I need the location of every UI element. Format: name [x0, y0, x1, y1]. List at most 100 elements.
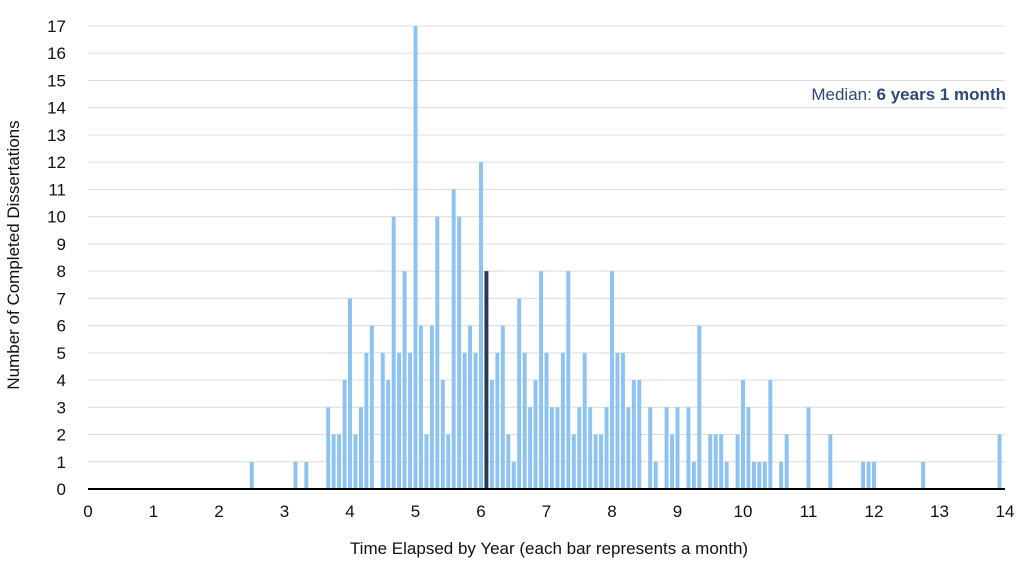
histogram-bar — [539, 271, 544, 489]
y-tick-label: 12 — [47, 153, 66, 172]
histogram-bar — [413, 26, 418, 489]
histogram-bar — [828, 434, 833, 489]
histogram-bar — [408, 352, 413, 489]
y-tick-label: 3 — [57, 398, 66, 417]
y-tick-label: 4 — [57, 371, 66, 390]
histogram-bar — [391, 216, 396, 489]
histogram-bar — [369, 325, 374, 489]
histogram-bar — [429, 325, 434, 489]
histogram-bar — [495, 352, 500, 489]
histogram-bar — [719, 434, 724, 489]
y-tick-label: 5 — [57, 344, 66, 363]
histogram-bar — [713, 434, 718, 489]
median-bar — [484, 271, 489, 489]
histogram-bar — [386, 380, 391, 489]
histogram-bar — [582, 352, 587, 489]
histogram-bar — [511, 461, 516, 489]
histogram-bar — [353, 434, 358, 489]
histogram-bar — [724, 461, 729, 489]
x-tick-label: 8 — [607, 502, 616, 521]
histogram-bar — [549, 407, 554, 489]
histogram-bar — [577, 407, 582, 489]
histogram-bar — [380, 352, 385, 489]
histogram-bar — [337, 434, 342, 489]
histogram-bar — [921, 461, 926, 489]
histogram-bar — [304, 461, 309, 489]
histogram-bar — [610, 271, 614, 489]
y-tick-label: 11 — [48, 180, 66, 199]
histogram-bar — [249, 461, 254, 489]
histogram-bar — [588, 407, 593, 489]
histogram-bar — [571, 434, 576, 489]
grid-lines — [88, 25, 1005, 463]
histogram-bar — [670, 434, 675, 489]
histogram-bar — [331, 434, 336, 489]
histogram-bar — [440, 380, 445, 489]
histogram-bar — [397, 352, 402, 489]
histogram-bar — [861, 461, 866, 489]
x-tick-label: 1 — [149, 502, 158, 521]
histogram-bar — [784, 434, 789, 489]
histogram-bar — [566, 271, 571, 489]
histogram-bar — [741, 380, 745, 489]
histogram-bar — [517, 298, 522, 489]
histogram-bar — [555, 407, 560, 489]
histogram-bar — [664, 407, 669, 489]
histogram-bar — [604, 407, 609, 489]
histogram-bar — [686, 407, 691, 489]
histogram-bar — [746, 407, 751, 489]
y-tick-label: 17 — [47, 17, 66, 36]
histogram-bar — [473, 352, 478, 489]
y-tick-label: 7 — [57, 289, 66, 308]
y-tick-label: 0 — [57, 480, 66, 499]
histogram-bar — [293, 461, 298, 489]
histogram-bar — [757, 461, 762, 489]
histogram-bar — [462, 352, 467, 489]
histogram-bar — [708, 434, 713, 489]
median-label-prefix: Median: — [811, 85, 876, 104]
histogram-bar — [506, 434, 511, 489]
histogram-bar — [522, 352, 527, 489]
y-tick-label: 8 — [57, 262, 66, 281]
histogram-bar — [691, 461, 696, 489]
x-tick-label: 12 — [865, 502, 884, 521]
histogram-bar — [560, 352, 565, 489]
y-tick-label: 9 — [57, 235, 66, 254]
x-tick-label: 11 — [800, 502, 818, 521]
histogram-bar — [768, 380, 773, 489]
median-annotation: Median: 6 years 1 month — [811, 85, 1006, 104]
histogram-bar — [424, 434, 429, 489]
histogram-bar — [872, 461, 876, 489]
histogram-bar — [806, 407, 811, 489]
x-tick-label: 9 — [673, 502, 682, 521]
histogram-bar — [751, 461, 756, 489]
x-tick-label: 4 — [345, 502, 354, 521]
x-tick-label: 3 — [280, 502, 289, 521]
x-tick-label: 6 — [476, 502, 485, 521]
histogram-bar — [637, 380, 642, 489]
histogram-bar — [402, 271, 407, 489]
histogram-bar — [451, 189, 456, 489]
histogram-bar — [620, 352, 625, 489]
y-tick-label: 6 — [57, 317, 66, 336]
histogram-bar — [348, 298, 352, 489]
x-tick-label: 2 — [214, 502, 223, 521]
histogram-bar — [593, 434, 598, 489]
x-tick-label: 14 — [996, 502, 1015, 521]
histogram-bar — [997, 434, 1002, 489]
histogram-bar — [533, 380, 538, 489]
histogram-bar — [735, 434, 740, 489]
histogram-bar — [675, 407, 680, 489]
histogram-bar — [697, 325, 702, 489]
histogram-bar — [599, 434, 604, 489]
histogram-bar — [762, 461, 767, 489]
histogram-bar — [528, 407, 533, 489]
histogram-bar — [648, 407, 653, 489]
histogram-bar — [418, 325, 423, 489]
histogram-bar — [446, 434, 451, 489]
histogram-bar — [326, 407, 331, 489]
y-tick-label: 14 — [47, 99, 66, 118]
y-tick-label: 13 — [47, 126, 66, 145]
